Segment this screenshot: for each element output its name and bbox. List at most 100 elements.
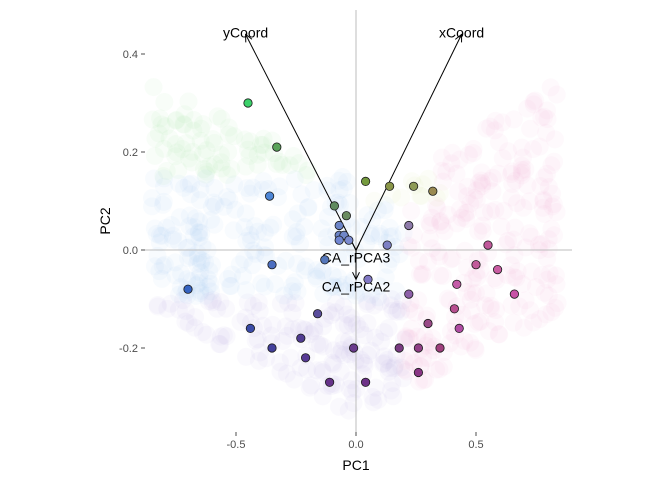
cloud-blob (362, 341, 381, 360)
cloud-blob (489, 164, 508, 183)
cloud-blob (170, 208, 189, 227)
cloud-blob (254, 129, 273, 148)
cloud-blob (225, 175, 244, 194)
cloud-blob (285, 273, 304, 292)
cloud-blob (313, 360, 332, 379)
cloud-blob (518, 176, 537, 195)
cloud-blob (182, 247, 201, 266)
cloud-blob (524, 140, 543, 159)
cloud-blob (380, 359, 399, 378)
data-point (348, 343, 359, 353)
cloud-blob (349, 250, 368, 269)
cloud-blob (143, 110, 162, 129)
cloud-blob (184, 227, 203, 246)
cloud-blob (366, 378, 385, 397)
cloud-blob (238, 293, 257, 312)
cloud-blob (286, 294, 305, 313)
cloud-blob (402, 238, 421, 257)
cloud-blob (193, 323, 212, 342)
cloud-blob (446, 307, 465, 326)
cloud-blob (273, 155, 292, 174)
cloud-blob (536, 305, 555, 324)
cloud-blob (452, 208, 471, 227)
cloud-blob (190, 268, 209, 287)
cloud-blob (211, 327, 230, 346)
cloud-blob (539, 230, 558, 249)
cloud-blob (238, 140, 257, 159)
cloud-blob (313, 262, 332, 281)
cloud-blob (286, 227, 305, 246)
cloud-blob (150, 233, 169, 252)
cloud-blob (547, 85, 566, 104)
cloud-blob (538, 101, 557, 120)
cloud-blob (387, 282, 406, 301)
cloud-blob (263, 315, 282, 334)
cloud-blob (157, 218, 176, 237)
cloud-blob (409, 252, 428, 271)
cloud-blob (302, 376, 321, 395)
cloud-blob (166, 147, 185, 166)
cloud-blob (153, 195, 172, 214)
cloud-blob (369, 288, 388, 307)
cloud-blob (345, 281, 364, 300)
cloud-blob (508, 262, 527, 281)
cloud-blob (205, 133, 224, 152)
cloud-blob (379, 319, 398, 338)
cloud-blob (375, 323, 394, 342)
cloud-blob (184, 121, 203, 140)
cloud-blob (498, 266, 517, 285)
data-point (404, 289, 414, 299)
data-point (320, 255, 330, 265)
cloud-blob (177, 134, 196, 153)
cloud-blob (540, 264, 559, 283)
cloud-blob (473, 174, 492, 193)
cloud-blob (473, 222, 492, 241)
data-point (344, 235, 354, 245)
cloud-blob (291, 234, 310, 253)
cloud-blob (236, 281, 255, 300)
cloud-blob (185, 218, 204, 237)
cloud-blob (283, 227, 302, 246)
cloud-blob (370, 224, 389, 243)
cloud-blob (380, 218, 399, 237)
data-point (360, 176, 371, 186)
cloud-blob (182, 174, 201, 193)
cloud-blob (329, 268, 348, 287)
arrow-label: yCoord (223, 24, 268, 40)
cloud-blob (243, 256, 262, 275)
cloud-blob (532, 235, 551, 254)
cloud-blob (155, 169, 174, 188)
cloud-blob (493, 149, 512, 168)
cloud-blob (498, 142, 517, 161)
cloud-blob (412, 186, 431, 205)
cloud-blob (455, 331, 474, 350)
cloud-blob (537, 123, 556, 142)
cloud-blob (410, 265, 429, 284)
cloud-blob (376, 196, 395, 215)
cloud-blob (178, 270, 197, 289)
cloud-blob (317, 228, 336, 247)
cloud-blob (365, 296, 384, 315)
cloud-blob (166, 266, 185, 285)
cloud-blob (365, 191, 384, 210)
cloud-blob (371, 292, 390, 311)
cloud-blob (152, 115, 171, 134)
cloud-blob (483, 182, 502, 201)
cloud-blob (383, 227, 402, 246)
cloud-blob (246, 244, 265, 263)
cloud-blob (200, 157, 219, 176)
cloud-blob (459, 145, 478, 164)
cloud-blob (283, 210, 302, 229)
cloud-blob (384, 387, 403, 406)
cloud-blob (512, 163, 531, 182)
cloud-blob (174, 291, 193, 310)
cloud-blob (270, 152, 289, 171)
cloud-blob (169, 161, 188, 180)
cloud-blob (413, 264, 432, 283)
cloud-blob (323, 276, 342, 295)
cloud-blob (154, 177, 173, 196)
cloud-blob (297, 166, 316, 185)
cloud-blob (275, 286, 294, 305)
cloud-blob (196, 169, 215, 188)
cloud-blob (166, 135, 185, 154)
